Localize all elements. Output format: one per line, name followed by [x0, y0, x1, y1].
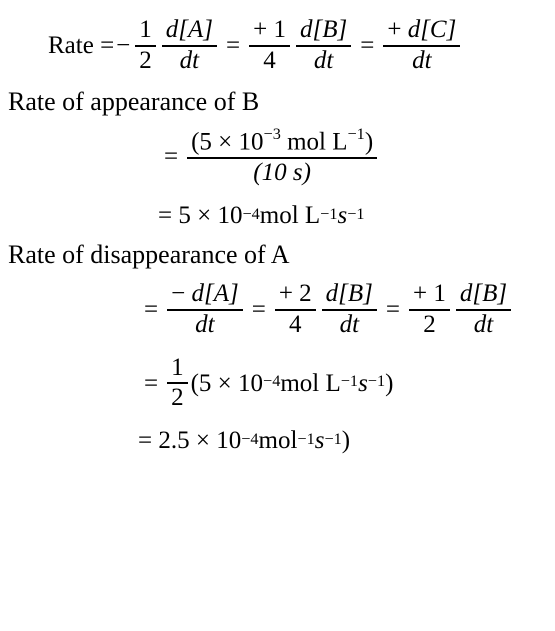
coef-num: 1 [135, 16, 156, 47]
text: (10 s) [253, 159, 311, 186]
equals-sign: = [164, 143, 178, 171]
exponent: −1 [341, 373, 358, 391]
dB-dt: d[B] dt [296, 16, 351, 76]
rate-A-substitution: = 1 2 (5 × 10−4 mol L−1 s−1) [8, 354, 547, 414]
text: s [337, 202, 347, 230]
exponent: −1 [348, 125, 365, 143]
frac-num: d[B] [300, 16, 347, 43]
plus-sign: + [253, 16, 267, 43]
text: mol L [260, 202, 320, 230]
coef-den: 4 [285, 311, 306, 340]
dB-dt: d[B] dt [322, 280, 377, 340]
coef-den: 2 [419, 311, 440, 340]
exponent: −1 [324, 431, 341, 449]
math-document: Rate = − 1 2 d[A] dt = + 1 4 d[B] dt = +… [0, 0, 555, 463]
dA-dt: d[A] dt [162, 16, 217, 76]
coef-den: 2 [135, 47, 156, 76]
frac-den: dt [336, 311, 363, 340]
exponent: −1 [368, 373, 385, 391]
rate-A-result: = 2.5 × 10−4 mol−1 s−1) [8, 427, 547, 455]
plus-sign: + [387, 16, 407, 43]
plus-sign: + [413, 280, 427, 307]
equals-sign: = [226, 32, 240, 60]
coef-2-4: + 2 4 [275, 280, 316, 340]
heading-rate-disappearance-A: Rate of disappearance of A [8, 241, 547, 270]
text: s [315, 427, 325, 455]
frac-num: (5 × 10−3 mol L−1) [187, 126, 377, 159]
rate-B-result: = 5 × 10−4 mol L−1 s−1 [8, 202, 547, 230]
frac-den: dt [176, 47, 203, 76]
text: ) [385, 370, 393, 398]
coef-num: 1 [273, 16, 286, 43]
minus-sign: − [171, 280, 191, 307]
equals-sign: = [144, 370, 158, 398]
frac-num: d[C] [408, 16, 457, 43]
equals-sign: = [144, 296, 158, 324]
frac-den: dt [191, 311, 218, 340]
dB-dt: d[B] dt [456, 280, 511, 340]
rate-label: Rate = [48, 32, 114, 60]
exponent: −4 [242, 206, 259, 224]
frac-num: d[B] [460, 280, 507, 307]
equals-sign: = [386, 296, 400, 324]
text: mol L [281, 128, 348, 155]
exponent: −4 [263, 373, 280, 391]
equals-sign: = [360, 32, 374, 60]
exponent: −3 [264, 125, 281, 143]
coef-quarter: + 1 4 [249, 16, 290, 76]
frac-den: dt [408, 47, 435, 76]
coef-den: 4 [259, 47, 280, 76]
frac-num: d[B] [326, 280, 373, 307]
coef-num: 2 [299, 280, 312, 307]
exponent: −1 [347, 206, 364, 224]
rate-A-equation: = − d[A] dt = + 2 4 d[B] dt = + 1 2 d[B]… [8, 280, 547, 340]
frac-num: d[A] [191, 280, 238, 307]
exponent: −1 [297, 431, 314, 449]
frac-num: d[A] [166, 16, 213, 43]
text: = 2.5 × 10 [138, 427, 241, 455]
text: (5 × 10 [191, 128, 263, 155]
minus-sign: − [116, 32, 130, 60]
coef-num: 1 [167, 354, 188, 385]
frac-den: dt [470, 311, 497, 340]
rate-definition-equation: Rate = − 1 2 d[A] dt = + 1 4 d[B] dt = +… [8, 16, 547, 76]
dC-dt: + d[C] dt [383, 16, 460, 76]
frac-den: dt [310, 47, 337, 76]
equals-sign: = [252, 296, 266, 324]
rate-B-fraction: = (5 × 10−3 mol L−1) (10 s) [8, 126, 547, 188]
text: ) [365, 128, 373, 155]
text: mol [259, 427, 298, 455]
exponent: −4 [241, 431, 258, 449]
text: (5 × 10 [191, 370, 263, 398]
text: ) [342, 427, 350, 455]
coef-half: 1 2 [167, 354, 188, 414]
coef-half: 1 2 [135, 16, 156, 76]
frac-den: (10 s) [249, 159, 315, 188]
coef-1-2: + 1 2 [409, 280, 450, 340]
heading-rate-appearance-B: Rate of appearance of B [8, 88, 547, 117]
neg-dA-dt: − d[A] dt [167, 280, 243, 340]
plus-sign: + [279, 280, 293, 307]
text: mol L [280, 370, 340, 398]
coef-den: 2 [167, 384, 188, 413]
text: s [358, 370, 368, 398]
coef-num: 1 [433, 280, 446, 307]
exponent: −1 [320, 206, 337, 224]
rate-B-value-fraction: (5 × 10−3 mol L−1) (10 s) [187, 126, 377, 188]
text: = 5 × 10 [158, 202, 242, 230]
